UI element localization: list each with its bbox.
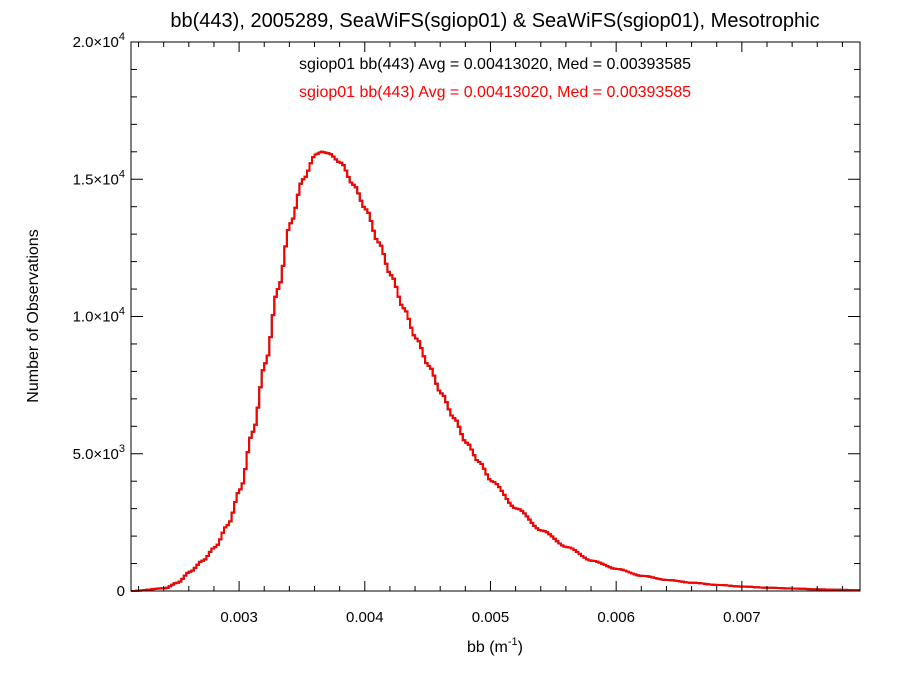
legend-entry-red: sgiop01 bb(443) Avg = 0.00413020, Med = … <box>299 84 691 101</box>
x-tick-label-2: 0.005 <box>472 609 510 626</box>
y-tick-label-0: 0 <box>117 583 125 600</box>
x-axis-label-text: bb (m <box>467 639 508 656</box>
x-tick-label-1: 0.004 <box>346 609 384 626</box>
legend-entry-black: sgiop01 bb(443) Avg = 0.00413020, Med = … <box>299 56 691 73</box>
ticks-layer: 0.003 0.004 0.005 0.006 0.007 0 5.0×103 1.0×104… <box>73 31 860 626</box>
x-tick-label-3: 0.006 <box>597 609 635 626</box>
legend: sgiop01 bb(443) Avg = 0.00413020, Med = … <box>299 56 691 101</box>
y-tick-label-4: 2.0×104 <box>73 31 125 51</box>
series-line-0 <box>131 150 860 592</box>
series-line-1 <box>131 150 860 592</box>
x-axis-label: bb (m-1) <box>467 636 523 656</box>
plot-frame <box>130 41 861 592</box>
chart-title: bb(443), 2005289, SeaWiFS(sgiop01) & Sea… <box>170 10 819 32</box>
x-tick-label-0: 0.003 <box>220 609 258 626</box>
x-axis-label-suffix: ) <box>518 639 523 656</box>
x-axis-label-superscript: -1 <box>508 636 518 648</box>
y-tick-label-3: 1.5×104 <box>73 168 125 188</box>
y-tick-label-1: 5.0×103 <box>73 443 125 463</box>
series-layer <box>131 150 860 592</box>
x-tick-label-4: 0.007 <box>723 609 761 626</box>
y-tick-label-2: 1.0×104 <box>73 306 125 326</box>
y-axis-label: Number of Observations <box>25 229 42 402</box>
